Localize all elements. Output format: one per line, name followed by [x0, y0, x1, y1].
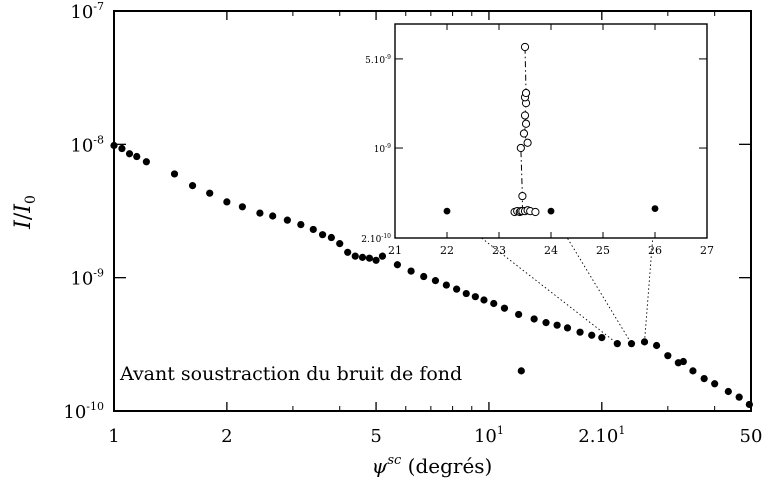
inset-x-tick-label-3: 24: [544, 244, 558, 257]
inset-x-tick-label-0: 21: [388, 244, 402, 257]
x-tick-label-5: 50: [740, 426, 763, 447]
data-point-54: [736, 394, 743, 401]
data-point-16: [328, 234, 335, 241]
data-point-6: [189, 182, 196, 189]
data-point-40: [576, 329, 583, 336]
x-tick-label-4: 2.101: [578, 424, 625, 447]
svg-text:ψsc (degrés): ψsc (degrés): [372, 453, 493, 478]
inset-filled-point-0: [444, 208, 451, 215]
data-point-7: [206, 190, 213, 197]
data-point-31: [472, 293, 479, 300]
data-point-17: [336, 240, 343, 247]
data-point-24: [394, 261, 401, 268]
data-point-19: [352, 253, 359, 260]
data-point-44: [628, 340, 635, 347]
data-point-34: [501, 305, 508, 312]
data-point-30: [463, 290, 470, 297]
y-tick-label-1: 10-9: [70, 267, 104, 290]
data-point-12: [284, 217, 291, 224]
x-tick-label-3: 101: [474, 424, 504, 447]
x-tick-label-0: 1: [108, 426, 119, 447]
data-point-42: [598, 334, 605, 341]
data-point-37: [542, 319, 549, 326]
data-point-43: [614, 340, 621, 347]
inset-open-point-17: [521, 43, 528, 50]
data-point-32: [480, 296, 487, 303]
data-point-2: [126, 150, 133, 157]
inset-y-tick-label-2: 5.10-9: [365, 54, 391, 66]
inset-x-tick-label-2: 23: [492, 244, 506, 257]
data-point-9: [239, 203, 246, 210]
inset-open-point-12: [522, 120, 529, 127]
data-point-49: [680, 358, 687, 365]
y-tick-label-0: 10-10: [63, 400, 104, 423]
x-tick-label-1: 2: [221, 426, 232, 447]
data-point-0: [110, 142, 117, 149]
data-point-38: [554, 322, 561, 329]
data-point-53: [725, 388, 732, 395]
data-point-41: [588, 332, 595, 339]
data-point-11: [269, 212, 276, 219]
inset-filled-point-1: [548, 208, 555, 215]
data-point-21: [366, 255, 373, 262]
inset-x-tick-label-4: 25: [596, 244, 610, 257]
data-point-1: [118, 145, 125, 152]
data-point-33: [490, 300, 497, 307]
data-point-35: [515, 311, 522, 318]
data-point-20: [359, 254, 366, 261]
data-point-36: [531, 315, 538, 322]
inset-open-point-9: [519, 192, 526, 199]
data-point-18: [344, 249, 351, 256]
data-point-26: [420, 273, 427, 280]
y-tick-label-3: 10-7: [70, 0, 104, 23]
data-point-27: [432, 277, 439, 284]
data-point-3: [133, 153, 140, 160]
x-axis-label: ψsc (degrés): [372, 453, 493, 478]
inset-open-point-8: [532, 208, 539, 215]
data-point-46: [653, 342, 660, 349]
inset-open-point-16: [522, 89, 529, 96]
inset-open-point-18: [524, 139, 531, 146]
data-point-13: [297, 221, 304, 228]
inset-open-point-11: [520, 130, 527, 137]
data-point-52: [711, 380, 718, 387]
x-tick-label-2: 5: [370, 426, 381, 447]
data-point-50: [689, 367, 696, 374]
svg-text:I/I0: I/I0: [11, 195, 39, 230]
data-point-5: [171, 170, 178, 177]
data-point-55: [746, 401, 753, 408]
data-point-28: [443, 281, 450, 288]
y-tick-label-2: 10-8: [70, 133, 104, 156]
annotation-text: Avant soustraction du bruit de fond: [119, 363, 462, 385]
inset-frame: [395, 24, 707, 238]
data-point-47: [664, 352, 671, 359]
data-point-8: [223, 198, 230, 205]
data-point-10: [256, 209, 263, 216]
inset-open-point-13: [521, 112, 528, 119]
data-point-25: [407, 268, 414, 275]
inset-x-tick-label-5: 26: [648, 244, 662, 257]
y-axis-label: I/I0: [11, 195, 39, 230]
inset-filled-point-2: [652, 205, 659, 212]
data-point-4: [143, 158, 150, 165]
inset-open-point-10: [517, 144, 524, 151]
data-point-45: [641, 338, 648, 345]
inset-x-tick-label-1: 22: [440, 244, 454, 257]
inset-plot: 21 22 23 24 25 26 27 2.10-10 10-9 5.10-9: [361, 24, 714, 257]
data-point-22: [372, 257, 379, 264]
inset-x-tick-label-6: 27: [700, 244, 714, 257]
data-point-51: [701, 375, 708, 382]
inset-y-tick-label-1: 10-9: [374, 143, 391, 155]
data-point-23: [379, 253, 386, 260]
inset-y-tick-label-0: 2.10-10: [361, 233, 391, 245]
data-point-14: [310, 226, 317, 233]
data-point-29: [453, 286, 460, 293]
data-point-39: [564, 324, 571, 331]
data-point-15: [319, 231, 326, 238]
data-point-56: [518, 367, 525, 374]
